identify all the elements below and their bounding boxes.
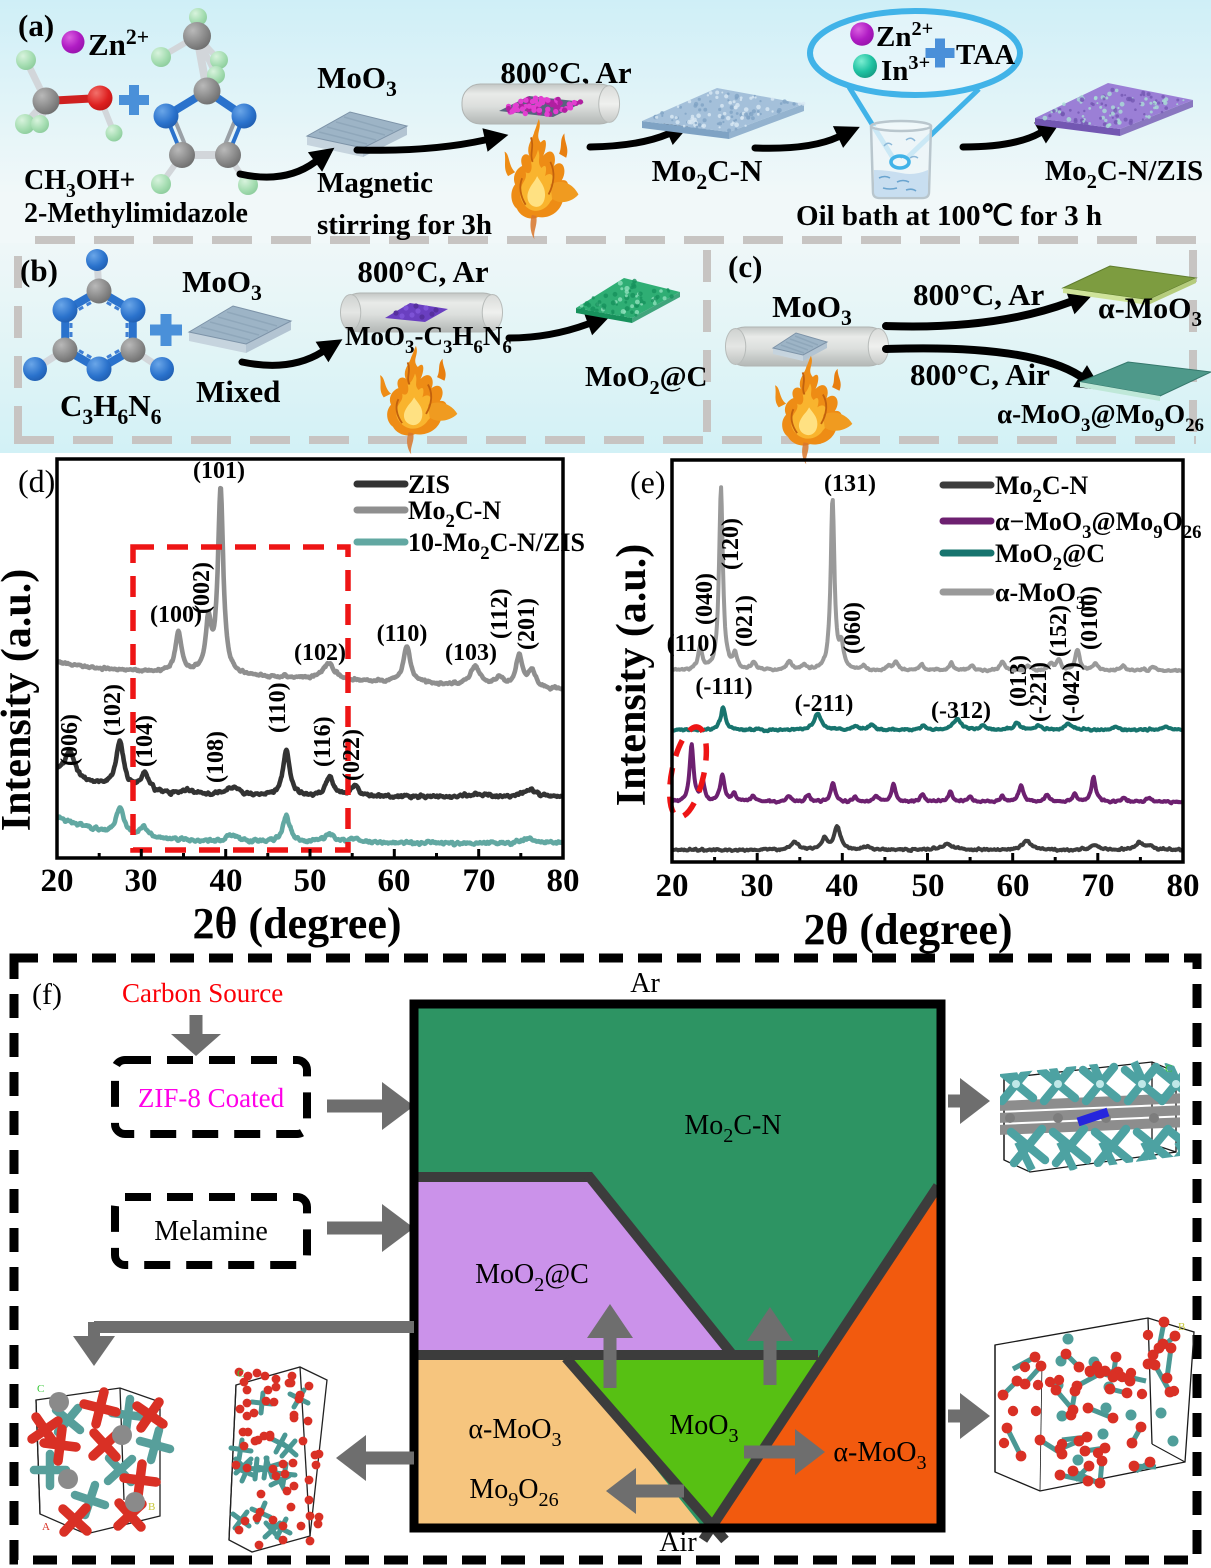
svg-text:(f): (f) [32, 978, 62, 1011]
svg-text:α-MoO3: α-MoO3 [833, 1437, 926, 1474]
svg-text:50: 50 [912, 868, 945, 904]
svg-text:Intensity (a.u.): Intensity (a.u.) [609, 544, 655, 807]
svg-text:A: A [42, 1521, 50, 1533]
svg-text:30: 30 [125, 863, 158, 899]
svg-text:C: C [37, 1383, 44, 1395]
svg-text:60: 60 [997, 868, 1030, 904]
svg-text:80: 80 [547, 863, 580, 899]
svg-text:20: 20 [41, 863, 74, 899]
svg-text:40: 40 [826, 868, 859, 904]
svg-text:50: 50 [294, 863, 327, 899]
svg-text:Mo2C-N/ZIS: Mo2C-N/ZIS [1045, 155, 1203, 193]
svg-text:60: 60 [378, 863, 411, 899]
svg-text:(d): (d) [18, 463, 55, 499]
svg-text:Oil bath at 100℃ for 3 h: Oil bath at 100℃ for 3 h [796, 200, 1102, 232]
svg-text:(131): (131) [824, 471, 876, 497]
svg-text:Zn2+: Zn2+ [88, 25, 149, 62]
svg-text:stirring for 3h: stirring for 3h [317, 209, 492, 241]
svg-text:(-211): (-211) [795, 691, 854, 717]
svg-text:CH3OH+: CH3OH+ [24, 165, 135, 202]
svg-text:Carbon Source: Carbon Source [122, 978, 283, 1008]
svg-text:(021): (021) [732, 595, 758, 647]
svg-text:800°C, Ar: 800°C, Ar [913, 277, 1044, 312]
svg-text:C: C [1165, 1063, 1172, 1075]
svg-text:800°C, Air: 800°C, Air [910, 357, 1050, 392]
svg-text:MoO3: MoO3 [182, 264, 262, 305]
svg-text:Mo2C-N: Mo2C-N [652, 153, 763, 194]
svg-text:(e): (e) [630, 464, 666, 500]
svg-text:(040): (040) [692, 573, 718, 625]
svg-text:Magnetic: Magnetic [317, 167, 433, 199]
svg-text:70: 70 [1082, 868, 1115, 904]
svg-text:(112): (112) [487, 588, 513, 639]
svg-text:Ar: Ar [630, 968, 660, 999]
svg-text:(102): (102) [294, 640, 346, 666]
svg-text:(0100): (0100) [1077, 586, 1103, 650]
svg-text:20: 20 [656, 868, 689, 904]
svg-text:MoO3: MoO3 [772, 289, 852, 330]
svg-text:40: 40 [210, 863, 243, 899]
svg-text:(c): (c) [728, 249, 762, 284]
svg-text:(120): (120) [718, 518, 744, 570]
svg-text:(110): (110) [377, 621, 428, 647]
svg-text:(110): (110) [265, 682, 291, 733]
svg-text:(104): (104) [132, 715, 158, 767]
svg-text:ZIS: ZIS [408, 470, 450, 499]
svg-text:Air: Air [659, 1527, 697, 1558]
svg-text:(b): (b) [20, 253, 58, 288]
svg-text:Melamine: Melamine [154, 1216, 268, 1247]
svg-text:α-MoO3: α-MoO3 [1098, 292, 1202, 331]
svg-text:C3H6N6: C3H6N6 [60, 388, 162, 429]
svg-text:(060): (060) [840, 602, 866, 654]
svg-text:2θ (degree): 2θ (degree) [803, 905, 1012, 954]
svg-text:(152): (152) [1046, 605, 1072, 657]
svg-text:Mo2C-N: Mo2C-N [684, 1110, 781, 1147]
svg-text:70: 70 [463, 863, 496, 899]
svg-text:TAA: TAA [956, 39, 1015, 71]
svg-text:MoO2@C: MoO2@C [475, 1259, 589, 1296]
svg-text:(108): (108) [203, 731, 229, 783]
svg-text:(-111): (-111) [695, 674, 752, 700]
svg-text:(100): (100) [150, 602, 202, 628]
svg-text:MoO3: MoO3 [317, 60, 397, 101]
svg-text:(-042): (-042) [1059, 662, 1085, 722]
svg-text:(002): (002) [189, 562, 215, 614]
svg-text:(110): (110) [667, 631, 718, 657]
svg-text:MoO3: MoO3 [669, 1410, 738, 1447]
svg-text:MoO2@C: MoO2@C [585, 361, 708, 399]
svg-text:(201): (201) [514, 598, 540, 650]
svg-text:(-221): (-221) [1026, 662, 1052, 722]
svg-text:(102): (102) [100, 684, 126, 736]
svg-text:(013): (013) [1006, 655, 1032, 707]
svg-text:800°C, Ar: 800°C, Ar [357, 254, 488, 289]
svg-text:2-Methylimidazole: 2-Methylimidazole [24, 198, 248, 229]
svg-text:Intensity (a.u.): Intensity (a.u.) [0, 569, 40, 832]
svg-text:ZIF-8 Coated: ZIF-8 Coated [138, 1083, 285, 1113]
svg-text:B: B [1178, 1321, 1185, 1333]
svg-text:B: B [148, 1501, 155, 1513]
svg-text:(103): (103) [445, 640, 497, 666]
svg-text:(116): (116) [310, 716, 336, 767]
svg-text:(101): (101) [193, 458, 245, 484]
svg-text:2θ (degree): 2θ (degree) [192, 899, 401, 948]
svg-text:(022): (022) [339, 729, 365, 781]
svg-text:(a): (a) [18, 8, 54, 43]
svg-text:C: C [237, 1368, 244, 1380]
svg-text:80: 80 [1167, 868, 1200, 904]
svg-text:Mixed: Mixed [196, 374, 280, 409]
svg-text:(-312): (-312) [931, 698, 991, 724]
svg-text:30: 30 [741, 868, 774, 904]
svg-text:(006): (006) [57, 714, 83, 766]
svg-text:α-MoO3: α-MoO3 [468, 1414, 561, 1451]
